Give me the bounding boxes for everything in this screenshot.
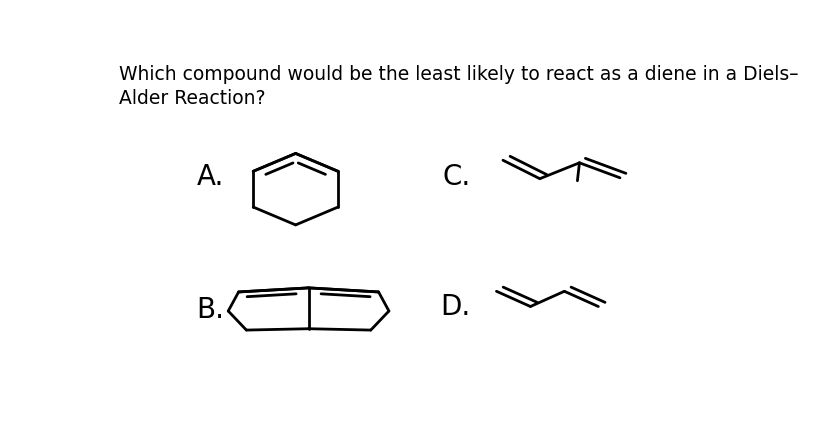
Text: B.: B. <box>196 296 224 324</box>
Text: Alder Reaction?: Alder Reaction? <box>119 89 265 108</box>
Text: D.: D. <box>441 293 471 320</box>
Text: A.: A. <box>197 163 224 191</box>
Text: C.: C. <box>442 163 471 191</box>
Text: Which compound would be the least likely to react as a diene in a Diels–: Which compound would be the least likely… <box>119 65 798 84</box>
